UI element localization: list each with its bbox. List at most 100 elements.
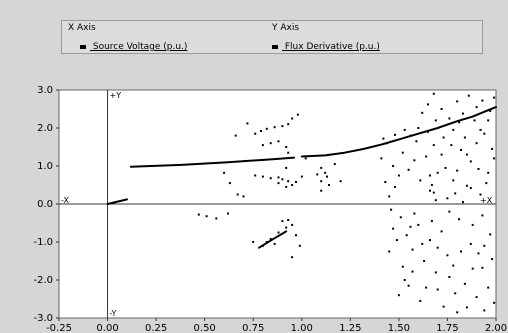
data-point: [388, 251, 390, 253]
data-point: [305, 157, 307, 159]
data-point: [388, 195, 390, 197]
data-point: [448, 276, 450, 278]
data-point: [466, 185, 468, 187]
x-tick-label: 0.00: [96, 323, 118, 333]
data-point: [429, 175, 431, 177]
data-point: [223, 172, 225, 174]
data-point: [262, 245, 264, 247]
x-tick-label: 1.50: [388, 323, 410, 333]
y-tick-label: -2.0: [33, 275, 53, 286]
data-point: [287, 123, 289, 125]
data-point: [285, 186, 287, 188]
data-point: [480, 129, 482, 131]
data-point: [481, 214, 483, 216]
data-point: [476, 296, 478, 298]
data-point: [466, 154, 468, 156]
data-point: [198, 214, 200, 216]
data-point: [295, 181, 297, 183]
data-point: [437, 247, 439, 249]
data-point: [472, 224, 474, 226]
data-point: [487, 172, 489, 174]
data-point: [285, 227, 287, 229]
data-point: [404, 129, 406, 131]
data-point: [493, 157, 495, 159]
legend-item-flux-derivative[interactable]: Flux Derivative (p.u.): [272, 42, 380, 52]
data-point: [392, 228, 394, 230]
data-point: [278, 176, 280, 178]
data-point: [334, 163, 336, 165]
data-point: [493, 97, 495, 99]
data-point: [413, 213, 415, 215]
data-point: [462, 201, 464, 203]
data-point: [483, 309, 485, 311]
data-point: [433, 144, 435, 146]
data-point: [464, 137, 466, 139]
x-tick-label: 1.25: [339, 323, 361, 333]
data-point: [421, 243, 423, 245]
x-axis-title: X Axis: [68, 23, 96, 33]
data-point: [380, 157, 382, 159]
data-point: [435, 199, 437, 201]
data-point: [437, 172, 439, 174]
data-point: [285, 146, 287, 148]
data-point: [419, 179, 421, 181]
data-point: [470, 187, 472, 189]
data-point: [452, 179, 454, 181]
data-point: [437, 289, 439, 291]
data-point: [326, 176, 328, 178]
plot-area: 3.0 2.0 1.0 0.0 -1.0 -2.0 -3.0 -0.25 0.00 0.25 0.5…: [0, 86, 508, 333]
y-axis-title: Y Axis: [272, 23, 299, 33]
data-point: [478, 252, 480, 254]
data-point: [445, 167, 447, 169]
data-point: [408, 169, 410, 171]
data-point: [493, 302, 495, 304]
data-point: [464, 283, 466, 285]
data-point: [281, 125, 283, 127]
data-point: [291, 256, 293, 258]
data-point: [291, 184, 293, 186]
data-point: [441, 230, 443, 232]
data-point: [215, 217, 217, 219]
data-point: [456, 100, 458, 102]
y-tick-label: 0.0: [37, 199, 53, 210]
data-point: [320, 190, 322, 192]
data-point: [487, 287, 489, 289]
data-point: [429, 239, 431, 241]
data-point: [470, 160, 472, 162]
data-point: [487, 119, 489, 121]
data-point: [278, 140, 280, 142]
data-point: [410, 226, 412, 228]
data-point: [480, 194, 482, 196]
data-point: [458, 121, 460, 123]
data-point: [452, 129, 454, 131]
data-point: [454, 192, 456, 194]
data-point: [460, 149, 462, 151]
data-point: [425, 156, 427, 158]
data-point: [266, 128, 268, 130]
data-point: [243, 195, 245, 197]
data-point: [386, 142, 388, 144]
data-point: [400, 216, 402, 218]
data-point: [481, 100, 483, 102]
data-point: [237, 194, 239, 196]
data-point: [291, 224, 293, 226]
legend-item-source-voltage[interactable]: Source Voltage (p.u.): [80, 42, 187, 52]
data-point: [446, 197, 448, 199]
data-point: [431, 220, 433, 222]
data-point: [262, 144, 264, 146]
data-point: [320, 167, 322, 169]
data-point: [472, 268, 474, 270]
data-point: [295, 234, 297, 236]
data-point: [254, 175, 256, 177]
data-point: [429, 190, 431, 192]
data-point: [328, 184, 330, 186]
x-tick-label: 1.00: [291, 323, 313, 333]
data-point: [441, 108, 443, 110]
data-point: [390, 209, 392, 211]
data-point: [384, 181, 386, 183]
data-point: [450, 144, 452, 146]
data-point: [452, 265, 454, 267]
data-point: [491, 148, 493, 150]
data-point: [476, 142, 478, 144]
x-tick-label: -0.25: [46, 323, 72, 333]
